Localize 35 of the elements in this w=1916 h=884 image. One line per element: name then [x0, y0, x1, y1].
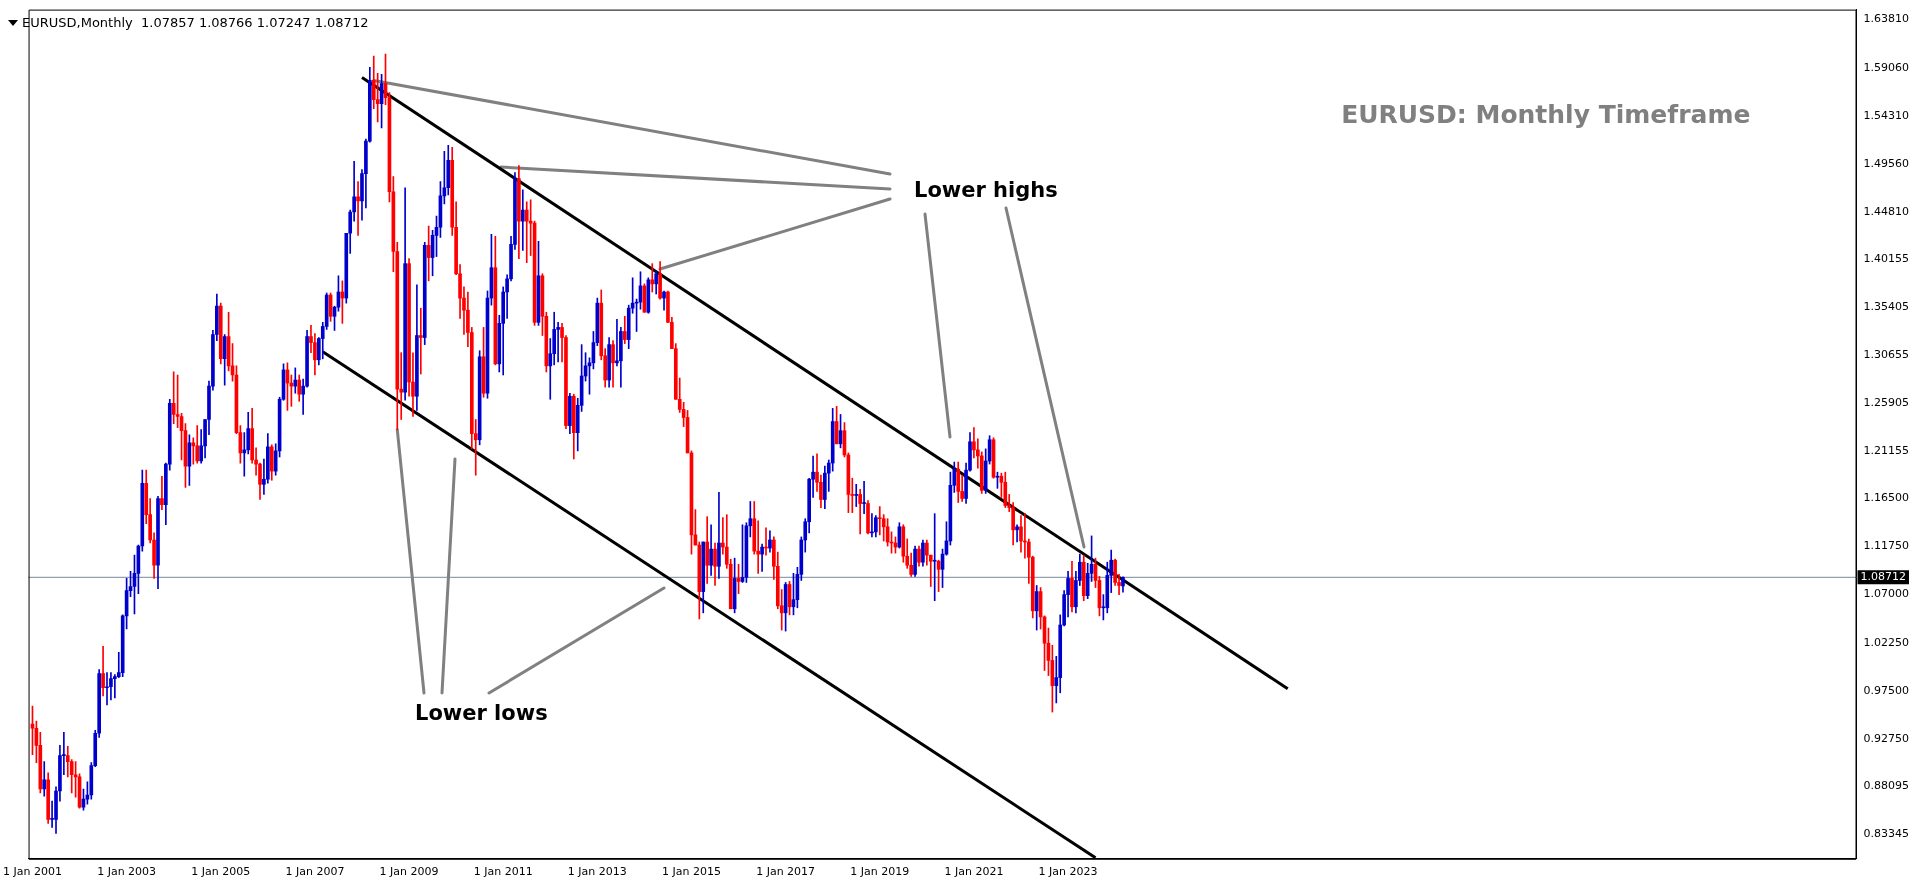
y-tick-label: 1.49560	[1863, 156, 1910, 170]
y-tick-label: 1.35405	[1863, 299, 1910, 313]
y-tick-label: 0.83345	[1863, 826, 1910, 840]
x-tick-label: 1 Jan 2011	[473, 865, 533, 879]
x-tick-label: 1 Jan 2019	[850, 865, 910, 879]
annotation: Lower lows	[415, 701, 548, 726]
y-tick-label: 1.16500	[1863, 491, 1910, 505]
y-tick-label: 0.97500	[1863, 683, 1910, 697]
text: EURUSD,Monthly 1.07857 1.08766 1.07247 1.08712	[22, 14, 369, 30]
y-tick-label: 1.02250	[1863, 635, 1910, 649]
x-tick-label: 1 Jan 2003	[97, 865, 157, 879]
y-tick-label: 1.59060	[1863, 60, 1910, 74]
y-tick-label: 0.88095	[1863, 778, 1910, 792]
x-tick-label: 1 Jan 2013	[567, 865, 627, 879]
text: EURUSD: Monthly Timeframe	[1341, 99, 1751, 129]
y-tick-label: 1.07000	[1863, 587, 1910, 601]
x-tick-label: 1 Jan 2009	[379, 865, 439, 879]
x-tick-label: 1 Jan 2005	[191, 865, 251, 879]
x-tick-label: 1 Jan 2001	[3, 865, 62, 879]
x-tick-label: 1 Jan 2023	[1038, 865, 1098, 879]
x-tick-label: 1 Jan 2007	[285, 865, 345, 879]
annotation: Lower highs	[914, 178, 1058, 203]
x-tick-label: 1 Jan 2017	[756, 865, 816, 879]
y-tick-label: 1.21155	[1863, 444, 1910, 458]
x-tick-label: 1 Jan 2021	[944, 865, 1004, 879]
x-tick-label: 1 Jan 2015	[662, 865, 721, 879]
ref-line-label: 1.08712	[1860, 570, 1907, 584]
y-tick-label: 1.54310	[1863, 108, 1910, 122]
y-tick-label: 1.63810	[1863, 12, 1910, 26]
y-tick-label: 1.25905	[1863, 396, 1910, 410]
y-tick-label: 1.44810	[1863, 204, 1910, 218]
y-tick-label: 0.92750	[1863, 731, 1910, 745]
y-tick-label: 1.30655	[1863, 348, 1910, 362]
y-tick-label: 1.11750	[1863, 539, 1910, 553]
y-tick-label: 1.40155	[1863, 251, 1910, 265]
